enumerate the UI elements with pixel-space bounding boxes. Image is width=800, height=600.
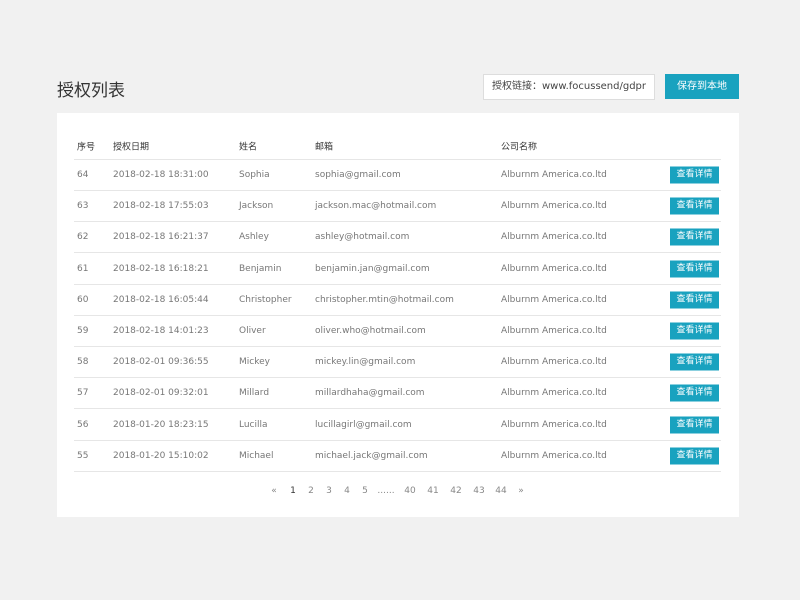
table-cell: Michael <box>239 450 274 461</box>
detail-button[interactable]: 查看详情 <box>670 353 719 371</box>
table-cell: 62 <box>77 232 89 243</box>
column-header: 序号 <box>77 142 96 153</box>
table-cell: 2018-02-01 09:36:55 <box>113 357 209 368</box>
table-cell: 60 <box>77 294 89 305</box>
table-cell: millardhaha@gmail.com <box>315 388 425 399</box>
save-button[interactable]: 保存到本地 <box>665 74 739 99</box>
table-cell: Ashley <box>239 232 269 243</box>
table-cell: michael.jack@gmail.com <box>315 450 428 461</box>
table-cell: 2018-02-18 16:18:21 <box>113 263 209 274</box>
table-cell: Alburnm America.co.ltd <box>501 450 607 461</box>
row-separator <box>74 190 721 191</box>
table-cell: 57 <box>77 388 89 399</box>
table-cell: Alburnm America.co.ltd <box>501 294 607 305</box>
column-header: 邮箱 <box>315 142 334 153</box>
page-link[interactable]: 5 <box>362 486 368 496</box>
table-cell: 56 <box>77 419 89 430</box>
row-separator <box>74 159 721 160</box>
detail-button[interactable]: 查看详情 <box>670 384 719 402</box>
page-link[interactable]: « <box>271 486 277 496</box>
detail-button[interactable]: 查看详情 <box>670 197 719 215</box>
table-cell: Millard <box>239 388 270 399</box>
row-separator <box>74 284 721 285</box>
table-cell: Lucilla <box>239 419 268 430</box>
table-cell: 55 <box>77 450 89 461</box>
row-separator <box>74 440 721 441</box>
row-separator <box>74 221 721 222</box>
detail-button[interactable]: 查看详情 <box>670 416 719 434</box>
table-cell: 2018-02-18 14:01:23 <box>113 326 209 336</box>
detail-button[interactable]: 查看详情 <box>670 291 719 309</box>
page-link[interactable]: 1 <box>290 486 296 496</box>
table-cell: Alburnm America.co.ltd <box>501 357 607 368</box>
table-cell: Benjamin <box>239 263 282 274</box>
page-link[interactable]: 40 <box>404 486 416 496</box>
detail-button[interactable]: 查看详情 <box>670 166 719 184</box>
column-header: 授权日期 <box>113 142 150 153</box>
table-cell: 2018-02-01 09:32:01 <box>113 388 209 399</box>
table-cell: oliver.who@hotmail.com <box>315 326 426 336</box>
table-cell: sophia@gmail.com <box>315 170 401 180</box>
row-separator <box>74 408 721 409</box>
table-cell: 2018-01-20 18:23:15 <box>113 419 209 430</box>
page-link[interactable]: 41 <box>427 486 439 496</box>
page-link[interactable]: 2 <box>308 486 314 496</box>
table-cell: 58 <box>77 357 89 368</box>
page-link[interactable]: » <box>518 486 524 496</box>
table-cell: 2018-01-20 15:10:02 <box>113 450 209 461</box>
page-title: 授权列表 <box>57 81 125 101</box>
table-cell: 2018-02-18 17:55:03 <box>113 201 209 212</box>
table-cell: Alburnm America.co.ltd <box>501 170 607 180</box>
page-link[interactable]: 4 <box>344 486 350 496</box>
detail-button[interactable]: 查看详情 <box>670 228 719 246</box>
link-box[interactable]: 授权链接：www.focussend/gdpr <box>483 74 655 100</box>
table-cell: ashley@hotmail.com <box>315 232 410 243</box>
page-link[interactable]: ...... <box>377 486 395 496</box>
table-cell: Alburnm America.co.ltd <box>501 263 607 274</box>
column-header: 姓名 <box>239 142 258 153</box>
page-link[interactable]: 43 <box>473 486 485 496</box>
table-cell: 2018-02-18 16:05:44 <box>113 294 209 305</box>
row-separator <box>74 315 721 316</box>
table-cell: 61 <box>77 263 89 274</box>
table-cell: 59 <box>77 326 89 336</box>
table-cell: Jackson <box>239 201 274 212</box>
table-cell: 2018-02-18 16:21:37 <box>113 232 209 243</box>
table-cell: Mickey <box>239 357 270 368</box>
table-cell: 2018-02-18 18:31:00 <box>113 170 209 180</box>
row-separator <box>74 471 721 472</box>
detail-button[interactable]: 查看详情 <box>670 322 719 340</box>
table-cell: lucillagirl@gmail.com <box>315 419 412 430</box>
column-header: 公司名称 <box>501 142 538 153</box>
table-cell: Sophia <box>239 170 270 180</box>
table-cell: Alburnm America.co.ltd <box>501 388 607 399</box>
row-separator <box>74 377 721 378</box>
detail-button[interactable]: 查看详情 <box>670 260 719 278</box>
row-separator <box>74 252 721 253</box>
table-cell: christopher.mtin@hotmail.com <box>315 294 454 305</box>
page-link[interactable]: 44 <box>495 486 507 496</box>
page-link[interactable]: 42 <box>450 486 462 496</box>
table-cell: Oliver <box>239 326 266 336</box>
table-cell: Alburnm America.co.ltd <box>501 201 607 212</box>
table-cell: Alburnm America.co.ltd <box>501 419 607 430</box>
table-cell: Alburnm America.co.ltd <box>501 232 607 243</box>
detail-button[interactable]: 查看详情 <box>670 447 719 465</box>
table-cell: mickey.lin@gmail.com <box>315 357 416 368</box>
page-link[interactable]: 3 <box>326 486 332 496</box>
table-cell: Alburnm America.co.ltd <box>501 326 607 336</box>
table-cell: 64 <box>77 170 89 180</box>
row-separator <box>74 346 721 347</box>
table-cell: benjamin.jan@gmail.com <box>315 263 430 274</box>
table-cell: Christopher <box>239 294 292 305</box>
table-cell: jackson.mac@hotmail.com <box>315 201 437 212</box>
table-cell: 63 <box>77 201 89 212</box>
